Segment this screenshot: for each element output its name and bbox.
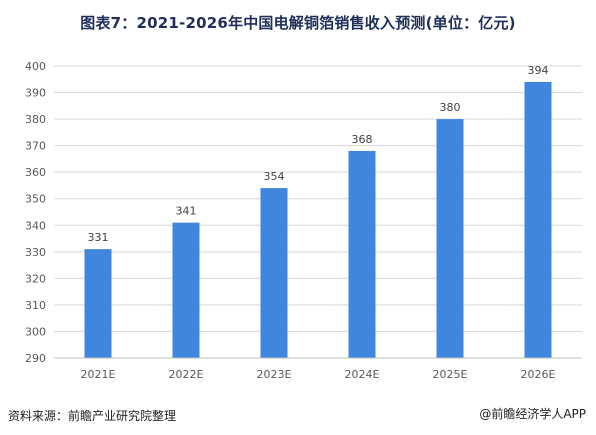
y-tick-label: 360 [25,166,46,179]
footer: 资料来源：前瞻产业研究院整理 @前瞻经济学人APP [0,400,596,435]
credit-text: @前瞻经济学人APP [479,407,586,421]
y-tick-label: 370 [25,140,46,153]
x-tick-label: 2026E [521,368,556,381]
data-label: 394 [528,64,549,77]
bar [348,150,376,358]
y-tick-label: 400 [25,60,46,73]
y-tick-label: 290 [25,352,46,365]
chart-title: 图表7：2021-2026年中国电解铜箔销售收入预测(单位：亿元) [80,14,516,32]
bar [172,222,200,358]
y-tick-label: 320 [25,272,46,285]
credit-note: @前瞻经济学人APP [479,405,586,422]
y-tick-label: 390 [25,87,46,100]
data-label: 368 [352,133,373,146]
x-tick-label: 2024E [345,368,380,381]
y-tick-label: 310 [25,299,46,312]
data-label: 341 [176,205,197,218]
bar [84,249,112,358]
x-tick-label: 2022E [169,368,204,381]
y-tick-label: 340 [25,219,46,232]
x-tick-label: 2025E [433,368,468,381]
bar [436,119,464,358]
data-label: 380 [440,101,461,114]
x-tick-label: 2021E [81,368,116,381]
x-tick-label: 2023E [257,368,292,381]
bar [524,81,552,358]
y-tick-label: 350 [25,193,46,206]
source-note: 资料来源：前瞻产业研究院整理 [8,409,177,423]
y-tick-label: 330 [25,246,46,259]
data-label: 331 [88,231,109,244]
bar-chart: 290 300 310 320 330 340 350 360 370 380 390 400 331 2… [25,60,582,381]
y-tick-label: 300 [25,325,46,338]
y-tick-label: 380 [25,113,46,126]
bar [260,188,288,358]
data-label: 354 [264,170,285,183]
